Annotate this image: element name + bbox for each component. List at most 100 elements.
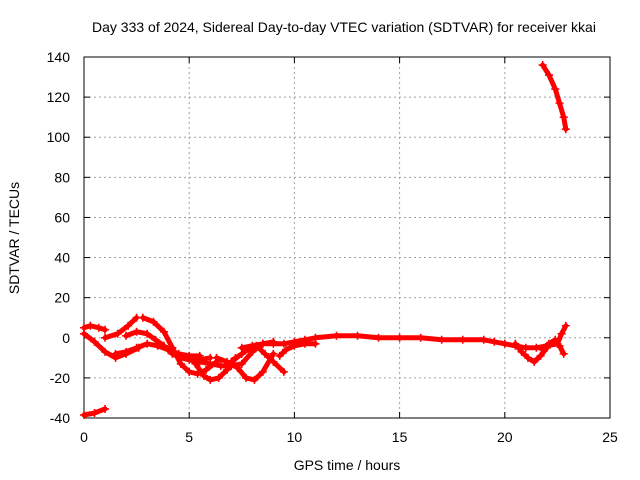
data-point [191, 359, 200, 368]
data-point [260, 349, 269, 358]
data-point [202, 365, 211, 374]
data-point [275, 351, 284, 360]
y-tick-label: 80 [54, 169, 70, 185]
data-point [185, 367, 194, 376]
series-arc-6 [111, 339, 204, 360]
data-point [206, 359, 215, 368]
x-axis-label: GPS time / hours [294, 457, 401, 473]
x-tick-label: 0 [80, 429, 88, 445]
data-point [124, 321, 133, 330]
data-point [437, 335, 446, 344]
data-point [138, 313, 147, 322]
series-arc-16 [538, 335, 568, 358]
series-line [512, 341, 550, 365]
data-point [90, 408, 99, 417]
data-point [555, 99, 564, 108]
grid-layer [84, 57, 610, 418]
data-point [237, 359, 246, 368]
data-point [559, 113, 568, 122]
data-point [521, 343, 530, 352]
data-point [86, 321, 95, 330]
chart-title: Day 333 of 2024, Sidereal Day-to-day VTE… [92, 19, 596, 35]
data-point [242, 373, 251, 382]
data-point [122, 331, 131, 340]
data-point [101, 333, 110, 342]
x-tick-label: 20 [497, 429, 513, 445]
data-point [90, 337, 99, 346]
series-arc-14 [275, 339, 320, 360]
data-point [511, 339, 520, 348]
data-point [561, 321, 570, 330]
data-point [185, 353, 194, 362]
data-point [353, 331, 362, 340]
data-point [206, 375, 215, 384]
data-point [500, 339, 509, 348]
series-arc-2 [538, 61, 570, 134]
y-tick-label: 140 [47, 49, 71, 65]
data-point [195, 357, 204, 366]
data-point [216, 361, 225, 370]
data-point [553, 339, 562, 348]
series-arc-11 [212, 349, 278, 384]
y-tick-label: -40 [50, 410, 70, 426]
data-point [113, 329, 122, 338]
data-point [530, 357, 539, 366]
data-point [149, 317, 158, 326]
data-point [159, 341, 168, 350]
data-point [279, 367, 288, 376]
data-point [101, 404, 110, 413]
data-point [311, 339, 320, 348]
x-tick-label: 25 [602, 429, 618, 445]
data-point [551, 85, 560, 94]
data-point [94, 323, 103, 332]
data-point [111, 349, 120, 358]
tick-layer: 0 5 10 15 20 25 -40 -20 0 20 40 60 80 100 120 140 [47, 49, 618, 445]
data-point [458, 335, 467, 344]
data-point [250, 375, 259, 384]
data-point [143, 329, 152, 338]
data-point [374, 333, 383, 342]
x-tick-label: 10 [287, 429, 303, 445]
data-point [122, 347, 131, 356]
series-layer [80, 61, 570, 419]
series-line [81, 323, 108, 333]
plot-frame [83, 56, 611, 419]
data-point [269, 339, 278, 348]
data-point [214, 373, 223, 382]
data-point [237, 343, 246, 352]
data-point [536, 351, 545, 360]
y-tick-label: 20 [54, 290, 70, 306]
y-tick-label: 40 [54, 250, 70, 266]
series-arc-3 [80, 321, 110, 334]
data-point [143, 339, 152, 348]
data-point [269, 357, 278, 366]
data-point [227, 357, 236, 366]
data-point [159, 327, 168, 336]
y-axis-label: SDTVAR / TECUs [6, 182, 22, 294]
data-point [101, 325, 110, 334]
series-arc-1 [80, 404, 110, 419]
x-tick-label: 15 [392, 429, 408, 445]
data-point [544, 339, 553, 348]
data-point [258, 367, 267, 376]
data-point [395, 333, 404, 342]
data-point [151, 335, 160, 344]
series-arc-17 [553, 321, 570, 348]
data-point [248, 341, 257, 350]
data-point [332, 331, 341, 340]
series-arc-5 [101, 313, 141, 342]
data-point [269, 349, 278, 358]
data-point [132, 327, 141, 336]
x-tick-label: 5 [185, 429, 193, 445]
y-tick-label: 120 [47, 89, 71, 105]
data-point [258, 339, 267, 348]
data-point [132, 343, 141, 352]
data-point [212, 353, 221, 362]
data-point [559, 349, 568, 358]
y-tick-label: 60 [54, 209, 70, 225]
series-line [102, 315, 140, 341]
data-point [479, 335, 488, 344]
data-point [544, 71, 553, 80]
data-point [300, 339, 309, 348]
y-tick-label: -20 [50, 370, 70, 386]
